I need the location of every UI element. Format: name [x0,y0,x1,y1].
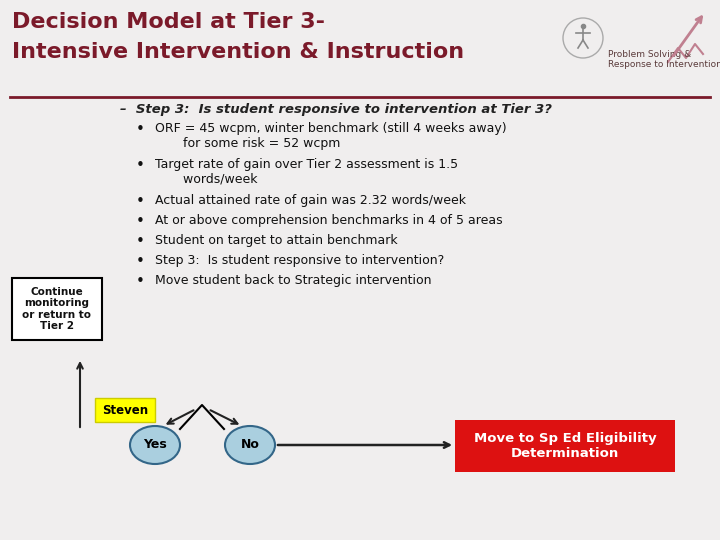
Text: –  Step 3:  Is student responsive to intervention at Tier 3?: – Step 3: Is student responsive to inter… [120,103,552,116]
Text: ORF = 45 wcpm, winter benchmark (still 4 weeks away)
       for some risk = 52 w: ORF = 45 wcpm, winter benchmark (still 4… [155,122,507,150]
Text: Step 3:  Is student responsive to intervention?: Step 3: Is student responsive to interve… [155,254,444,267]
FancyBboxPatch shape [455,420,675,472]
Text: At or above comprehension benchmarks in 4 of 5 areas: At or above comprehension benchmarks in … [155,214,503,227]
Text: Intensive Intervention & Instruction: Intensive Intervention & Instruction [12,42,464,62]
Text: Actual attained rate of gain was 2.32 words/week: Actual attained rate of gain was 2.32 wo… [155,194,466,207]
Text: •: • [135,254,145,269]
Text: •: • [135,122,145,137]
Text: Yes: Yes [143,438,167,451]
Text: No: No [240,438,259,451]
Text: Target rate of gain over Tier 2 assessment is 1.5
       words/week: Target rate of gain over Tier 2 assessme… [155,158,458,186]
Text: •: • [135,234,145,249]
Text: •: • [135,214,145,229]
FancyBboxPatch shape [12,278,102,340]
Text: Steven: Steven [102,403,148,416]
Text: Continue
monitoring
or return to
Tier 2: Continue monitoring or return to Tier 2 [22,287,91,332]
Text: •: • [135,194,145,209]
Text: Move to Sp Ed Eligibility
Determination: Move to Sp Ed Eligibility Determination [474,432,657,460]
Text: Decision Model at Tier 3-: Decision Model at Tier 3- [12,12,325,32]
Text: •: • [135,158,145,173]
Text: Student on target to attain benchmark: Student on target to attain benchmark [155,234,397,247]
Ellipse shape [130,426,180,464]
Text: •: • [135,274,145,289]
Ellipse shape [225,426,275,464]
Text: Move student back to Strategic intervention: Move student back to Strategic intervent… [155,274,431,287]
FancyBboxPatch shape [95,398,155,422]
Text: Problem Solving &
Response to Intervention: Problem Solving & Response to Interventi… [608,50,720,70]
